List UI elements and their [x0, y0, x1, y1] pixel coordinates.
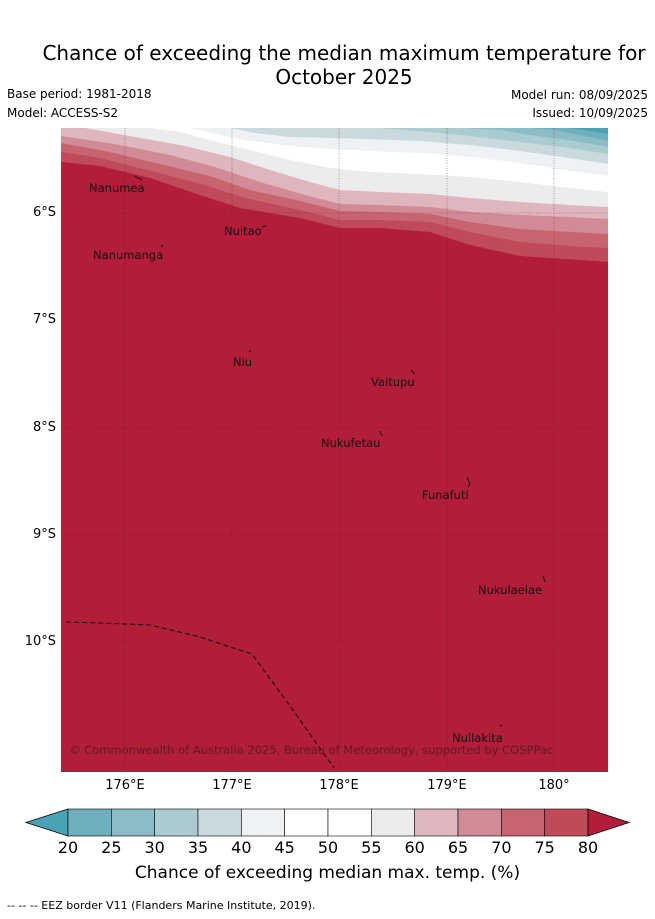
place-label-nuitao: Nuitao [224, 224, 262, 238]
x-tick-label: 179°E [427, 778, 467, 793]
map-title: Chance of exceeding the median maximum t… [0, 41, 655, 89]
colorbar-tick-label: 55 [361, 838, 382, 857]
colorbar-tick-label: 30 [144, 838, 165, 857]
y-tick-label: 10°S [24, 634, 56, 649]
colorbar-segment [241, 808, 285, 837]
place-label-nukufetau: Nukufetau [321, 436, 380, 450]
island-outlines [134, 175, 546, 727]
place-label-nanumanga: Nanumanga [93, 248, 163, 262]
map-title-line1: Chance of exceeding the median maximum t… [42, 41, 646, 65]
issued-date: Issued: 10/09/2025 [532, 106, 648, 120]
colorbar-over-arrow [587, 808, 631, 837]
colorbar-segment [327, 808, 372, 837]
colorbar-segment [284, 808, 329, 837]
colorbar-segment [197, 808, 242, 837]
colorbar-tick-label: 25 [101, 838, 122, 857]
place-label-niu: Niu [233, 355, 252, 369]
colorbar-tick-label: 60 [404, 838, 425, 857]
colorbar-tick-label: 50 [317, 838, 339, 857]
colorbar-tick-label: 40 [231, 838, 252, 857]
copyright-notice: © Commonwealth of Australia 2025, Bureau… [69, 743, 553, 757]
colorbar-segment [111, 808, 155, 837]
map-title-line2: October 2025 [275, 65, 413, 89]
place-label-nuilakita: Nuilakita [452, 731, 503, 745]
model-name: Model: ACCESS-S2 [7, 106, 119, 120]
colorbar-segment [154, 808, 199, 837]
colorbar-label: Chance of exceeding median max. temp. (%… [134, 863, 521, 883]
colorbar-tick-label: 45 [274, 838, 295, 857]
colorbar-tick-label: 65 [447, 838, 469, 857]
place-label-vaitupu: Vaitupu [371, 375, 415, 389]
x-tick-label: 177°E [212, 778, 252, 793]
colorbar-tick-label: 80 [577, 838, 599, 857]
graticule [61, 128, 608, 772]
y-tick-label: 6°S [32, 205, 56, 220]
colorbar-segment [544, 808, 589, 837]
model-run: Model run: 08/09/2025 [510, 88, 648, 102]
colorbar-under-arrow [24, 808, 69, 837]
colorbar-segment [501, 808, 545, 837]
colorbar [24, 808, 631, 837]
x-tick-label: 176°E [105, 778, 145, 793]
probability-field [61, 128, 608, 772]
eez-border [65, 621, 335, 769]
place-label-funafuti: Funafuti [422, 488, 469, 502]
x-tick-label: 180° [538, 778, 570, 793]
colorbar-segment [67, 808, 112, 837]
colorbar-tick-label: 20 [57, 838, 79, 857]
colorbar-tick-label: 35 [187, 838, 209, 857]
x-tick-label: 178°E [319, 778, 359, 793]
base-period: Base period: 1981-2018 [7, 87, 152, 101]
colorbar-segment [457, 808, 502, 837]
colorbar-tick-label: 75 [534, 838, 555, 857]
y-tick-label: 9°S [32, 527, 56, 542]
eez-legend-note: -- -- -- EEZ border V11 (Flanders Marine… [7, 899, 316, 912]
y-tick-label: 7°S [32, 312, 56, 327]
y-tick-label: 8°S [32, 420, 56, 435]
place-label-nanumea: Nanumea [89, 181, 145, 195]
colorbar-tick-label: 70 [491, 838, 512, 857]
colorbar-segment [371, 808, 415, 837]
place-label-nukulaelae: Nukulaelae [478, 583, 542, 597]
colorbar-segment [414, 808, 459, 837]
